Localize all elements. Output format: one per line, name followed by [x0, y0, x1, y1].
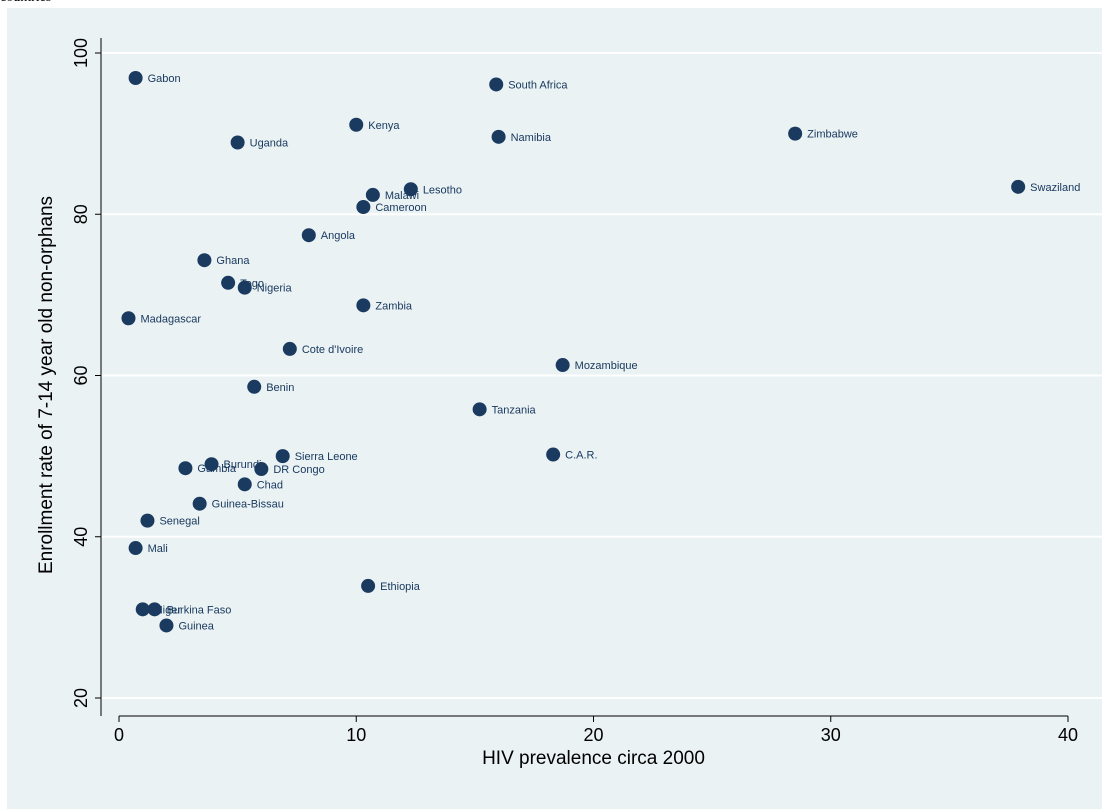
point-label-sierra-leone: Sierra Leone — [295, 451, 358, 463]
point-label-benin: Benin — [266, 382, 294, 394]
x-tick-label-20: 20 — [583, 725, 603, 745]
point-label-madagascar: Madagascar — [140, 313, 201, 325]
data-points — [121, 70, 1026, 633]
point-label-guinea: Guinea — [178, 620, 214, 632]
point-cameroon — [356, 199, 371, 214]
x-tick-label-30: 30 — [821, 725, 841, 745]
point-label-niger: Niger — [155, 604, 182, 616]
point-label-kenya: Kenya — [368, 120, 400, 132]
point-label-c-a-r-: C.A.R. — [565, 450, 597, 462]
point-label-lesotho: Lesotho — [423, 184, 462, 196]
point-label-namibia: Namibia — [511, 132, 552, 144]
point-ghana — [197, 253, 212, 268]
point-cote-d-ivoire — [282, 341, 297, 356]
axes: 20 40 60 80 100 0 10 20 30 40 — [71, 38, 1078, 745]
point-label-ethiopia: Ethiopia — [380, 581, 421, 593]
point-label-dr-congo: DR Congo — [273, 464, 324, 476]
point-c-a-r- — [546, 447, 561, 462]
point-label-zambia: Zambia — [375, 300, 413, 312]
y-tick-label-20: 20 — [71, 688, 91, 708]
point-label-cameroon: Cameroon — [375, 202, 426, 214]
point-label-swaziland: Swaziland — [1030, 182, 1080, 194]
data-labels: Gabon South Africa Kenya Uganda Namibia Zimba… — [140, 73, 1080, 632]
point-label-senegal: Senegal — [159, 516, 199, 528]
point-nigeria — [237, 280, 252, 295]
point-gabon — [128, 70, 143, 85]
y-axis-title: Enrollment rate of 7-14 year old non-orp… — [36, 196, 57, 574]
y-tick-label-40: 40 — [71, 527, 91, 547]
scatter-chart: 20 40 60 80 100 0 10 20 30 40 Gabon South Africa Ke… — [36, 38, 1102, 769]
point-label-ghana: Ghana — [216, 255, 250, 267]
point-lesotho — [403, 182, 418, 197]
point-malawi — [365, 187, 380, 202]
point-label-zimbabwe: Zimbabwe — [807, 129, 858, 141]
point-burkina-faso — [147, 602, 162, 617]
clipped-caption-text: countries — [0, 0, 51, 6]
y-tick-label-60: 60 — [71, 365, 91, 385]
point-label-togo: Togo — [240, 278, 264, 290]
point-label-malawi: Malawi — [385, 190, 419, 202]
point-guinea-bissau — [192, 496, 207, 511]
point-label-burkina-faso: Burkina Faso — [167, 604, 232, 616]
point-ethiopia — [361, 578, 376, 593]
point-zambia — [356, 298, 371, 313]
x-tick-label-40: 40 — [1058, 725, 1078, 745]
point-label-mali: Mali — [148, 543, 168, 555]
point-burundi — [204, 457, 219, 472]
point-mozambique — [555, 358, 570, 373]
x-tick-label-10: 10 — [346, 725, 366, 745]
point-senegal — [140, 513, 155, 528]
point-swaziland — [1011, 179, 1026, 194]
point-kenya — [349, 117, 364, 132]
point-mali — [128, 541, 143, 556]
point-sierra-leone — [275, 449, 290, 464]
point-label-gambia: Gambia — [197, 463, 236, 475]
x-tick-label-0: 0 — [114, 725, 124, 745]
point-label-chad: Chad — [257, 479, 283, 491]
point-label-gabon: Gabon — [148, 73, 181, 85]
point-gambia — [178, 461, 193, 476]
point-south-africa — [489, 77, 504, 92]
point-label-tanzania: Tanzania — [492, 404, 537, 416]
point-label-uganda: Uganda — [250, 137, 289, 149]
point-label-cote-d-ivoire: Cote d'Ivoire — [302, 344, 363, 356]
point-label-guinea-bissau: Guinea-Bissau — [212, 499, 284, 511]
point-madagascar — [121, 311, 136, 326]
point-label-angola: Angola — [321, 230, 356, 242]
point-chad — [237, 477, 252, 492]
y-tick-label-100: 100 — [71, 38, 91, 68]
chart-panel: 20 40 60 80 100 0 10 20 30 40 Gabon South Africa Ke… — [7, 8, 1102, 809]
x-axis-title: HIV prevalence circa 2000 — [482, 748, 705, 769]
point-togo — [221, 275, 236, 290]
point-tanzania — [472, 402, 487, 417]
point-zimbabwe — [788, 126, 803, 141]
point-niger — [135, 602, 150, 617]
point-guinea — [159, 618, 174, 633]
point-label-nigeria: Nigeria — [257, 283, 293, 295]
point-label-mozambique: Mozambique — [575, 360, 638, 372]
point-uganda — [230, 135, 245, 150]
point-label-burundi: Burundi — [224, 459, 262, 471]
point-dr-congo — [254, 462, 269, 477]
point-namibia — [491, 129, 506, 144]
y-tick-label-80: 80 — [71, 204, 91, 224]
point-label-south-africa: South Africa — [508, 79, 568, 91]
point-angola — [301, 228, 316, 243]
point-benin — [247, 379, 262, 394]
grid-lines — [101, 52, 1102, 699]
